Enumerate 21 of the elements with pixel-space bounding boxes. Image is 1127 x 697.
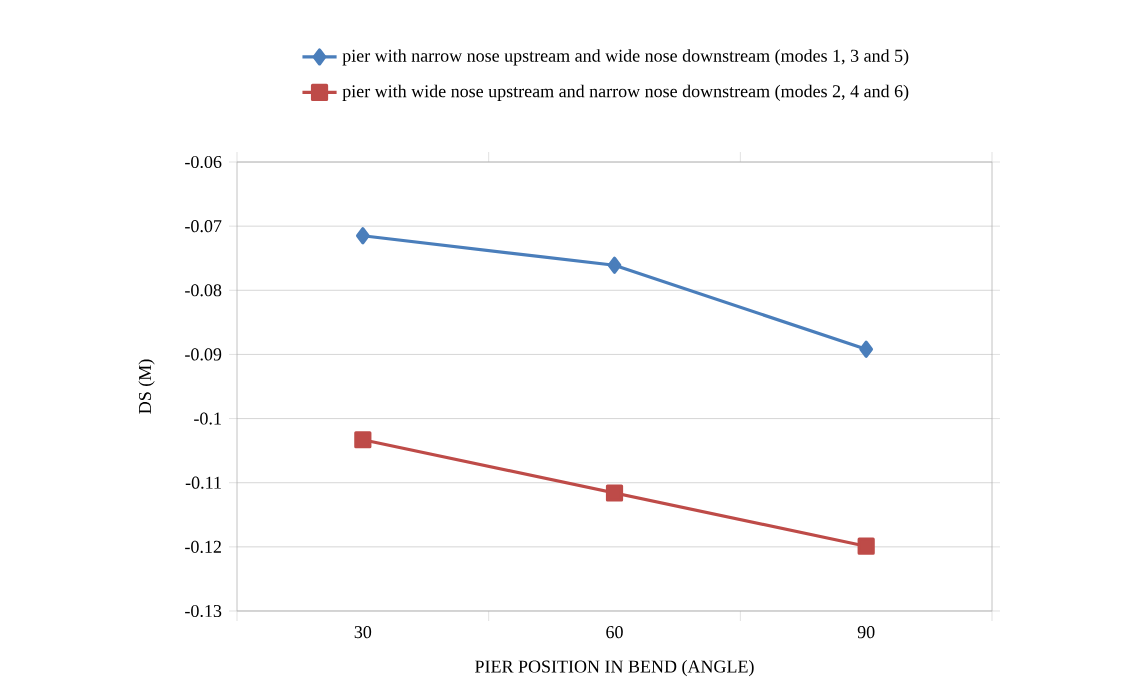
point — [859, 340, 874, 358]
point — [355, 227, 370, 245]
legend-label: pier with narrow nose upstream and wide nose downstream (modes 1, 3 and 5) — [342, 49, 909, 66]
point — [605, 484, 624, 502]
y-tick-label: -0.1 — [194, 412, 221, 425]
y-tick-label: -0.07 — [185, 220, 222, 233]
y-tick-label: -0.09 — [185, 348, 222, 361]
y-tick-label: -0.11 — [185, 476, 221, 489]
legend-label: pier with wide nose upstream and narrow nose downstream (modes 2, 4 and 6) — [342, 84, 909, 101]
x-axis-title: PIER POSITION IN BEND (ANGLE) — [475, 659, 754, 677]
point — [354, 431, 372, 449]
point — [607, 256, 622, 274]
y-axis-title: DS (M) — [138, 359, 155, 414]
y-tick-label: -0.08 — [185, 284, 222, 297]
y-tick-label: -0.06 — [185, 155, 222, 169]
x-tick-label: 60 — [606, 626, 623, 639]
y-tick-label: -0.13 — [185, 604, 222, 618]
y-tick-label: -0.12 — [185, 540, 221, 553]
point — [857, 537, 875, 555]
x-tick-label: 30 — [354, 626, 372, 639]
x-tick-label: 90 — [857, 626, 875, 639]
